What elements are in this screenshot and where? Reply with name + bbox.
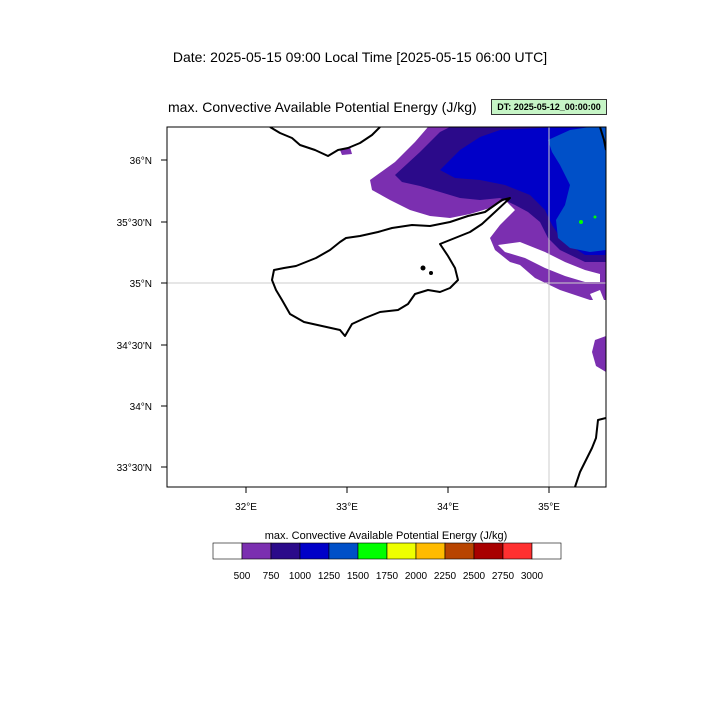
- colorbar-tick-label: 500: [234, 571, 251, 582]
- coastline-syria-north: [599, 127, 606, 151]
- cape-region-purple-east: [592, 336, 606, 372]
- colorbar-swatch: [270, 542, 301, 560]
- colorbar-swatch: [415, 542, 446, 560]
- colorbar-tick-label: 2250: [434, 571, 457, 582]
- coastline-turkey: [269, 127, 381, 157]
- colorbar-swatch: [357, 542, 388, 560]
- lat-label: 33°30'N: [117, 463, 152, 474]
- colorbar-swatch: [473, 542, 504, 560]
- colorbar-swatch: [386, 542, 417, 560]
- colorbar-tick-label: 2750: [492, 571, 515, 582]
- cape-green-spot: [593, 215, 597, 219]
- lat-label: 34°30'N: [117, 341, 152, 352]
- colorbar-title: max. Convective Available Potential Ener…: [264, 530, 508, 542]
- island-dot: [429, 271, 433, 275]
- date-title: Date: 2025-05-15 09:00 Local Time [2025-…: [172, 49, 548, 65]
- island-dot: [420, 265, 426, 271]
- colorbar-tick-label: 1000: [289, 571, 312, 582]
- lat-label: 35°30'N: [117, 218, 152, 229]
- colorbar-swatch: [444, 542, 475, 560]
- colorbar-swatch: [299, 542, 330, 560]
- cape-gap-patch: [590, 290, 604, 306]
- colorbar-tick-label: 750: [263, 571, 280, 582]
- coastline-cyprus: [271, 197, 511, 337]
- coastline-lebanon-israel: [574, 417, 606, 487]
- colorbar-tick-label: 2000: [405, 571, 428, 582]
- cape-region-lightblue: [548, 127, 606, 252]
- lat-label: 35°N: [130, 279, 152, 290]
- colorbar-swatch: [212, 542, 243, 560]
- colorbar-swatch: [531, 542, 562, 560]
- dt-badge: DT: 2025-05-12_00:00:00: [491, 99, 607, 115]
- lat-label: 34°N: [130, 402, 152, 413]
- lon-axis: 32°E 33°E 34°E 35°E: [235, 487, 560, 513]
- cape-green-spot: [579, 220, 583, 224]
- lon-label: 33°E: [336, 502, 358, 513]
- colorbar-tick-label: 1750: [376, 571, 399, 582]
- lat-label: 36°N: [130, 156, 152, 167]
- map-area: [167, 127, 606, 487]
- colorbar-tick-label: 2500: [463, 571, 486, 582]
- colorbar-swatch: [241, 542, 272, 560]
- colorbar: 500 750 1000 1250 1500 1750 2000 2250 2500 2750 30…: [212, 542, 562, 582]
- lon-label: 32°E: [235, 502, 257, 513]
- lat-axis: 36°N 35°30'N 35°N 34°30'N 34°N 33°30'N: [117, 156, 167, 474]
- field-title: max. Convective Available Potential Ener…: [168, 99, 477, 115]
- map-frame: [166, 126, 607, 488]
- lon-label: 35°E: [538, 502, 560, 513]
- colorbar-tick-label: 3000: [521, 571, 544, 582]
- lon-label: 34°E: [437, 502, 459, 513]
- cape-region-purple-small: [340, 147, 352, 155]
- colorbar-swatch: [328, 542, 359, 560]
- colorbar-tick-label: 1500: [347, 571, 370, 582]
- colorbar-tick-label: 1250: [318, 571, 341, 582]
- colorbar-swatch: [502, 542, 533, 560]
